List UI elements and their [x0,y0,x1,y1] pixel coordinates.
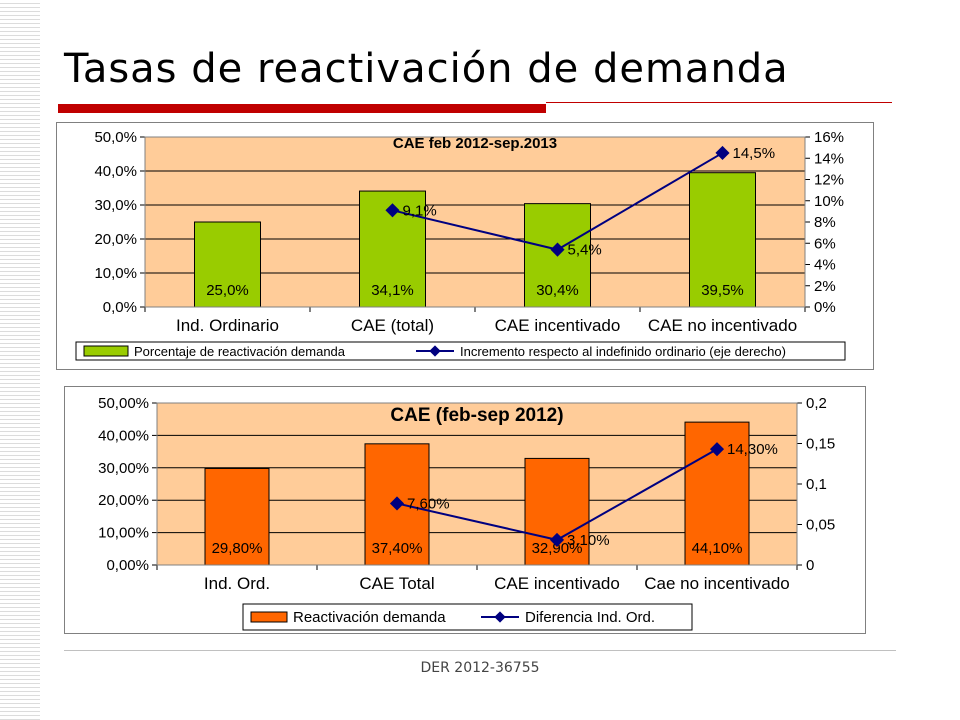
legend-line-marker [494,611,506,623]
legend-box [242,603,693,631]
chart-1-svg: 0,0% 10,0% 20,0% 30,0% 40,0% 50,0% 0% 2% 4% 6% 8% 1… [75,129,846,361]
y2-axis-tick-label: 14% [814,150,844,167]
y2-axis-tick-label: 0,2 [806,395,827,412]
y-axis-tick-label: 0,0% [103,299,137,316]
chart-2-svg: 0,00% 10,00% 20,00% 30,00% 40,00% 50,00% 0 0,05… [98,395,835,631]
bar-data-label: 44,10% [692,540,743,557]
line-data-label: 9,1% [403,202,437,219]
line-marker [385,203,400,218]
bar [689,172,756,308]
line-marker [709,442,725,457]
line-marker [715,145,730,161]
y-axis-tick-label: 20,0% [94,231,137,248]
y-axis-tick-label: 10,00% [98,525,149,542]
y2-axis-tick-label: 0 [806,557,814,574]
line-data-label: 14,5% [733,145,776,162]
legend-line-marker [429,345,441,357]
bar [524,457,590,566]
y2-axis-tick-label: 2% [814,278,836,295]
slide-title: Tasas de reactivación de demanda [64,46,789,92]
line-data-label: 3,10% [567,532,610,549]
bar-data-label: 39,5% [701,282,744,299]
y2-axis-tick-label: 10% [814,193,844,210]
chart-title: CAE feb 2012-sep.2013 [393,135,557,152]
line-marker [550,242,565,257]
bar-data-label: 29,80% [212,540,263,557]
title-accent-bar [58,104,546,113]
bar-data-label: 34,1% [371,282,414,299]
y-axis-tick-label: 0,00% [106,557,149,574]
x-axis-category-label: Ind. Ordinario [176,316,279,335]
chart-title: CAE (feb-sep 2012) [390,405,563,426]
x-axis-category-label: Ind. Ord. [204,574,270,593]
y2-axis-tick-label: 4% [814,257,836,274]
line-data-label: 5,4% [568,242,602,259]
y2-axis-tick-label: 12% [814,172,844,189]
y-axis-tick-label: 30,0% [94,197,137,214]
bar-data-label: 25,0% [206,282,249,299]
x-axis-category-label: CAE (total) [351,316,434,335]
y2-axis-tick-label: 0% [814,299,836,316]
legend-box [75,341,846,361]
x-axis-category-label: CAE incentivado [495,316,621,335]
footer-divider [64,650,896,651]
y2-axis-tick-label: 6% [814,235,836,252]
y2-axis-tick-label: 8% [814,214,836,231]
legend-bar-label: Porcentaje de reactivación demanda [134,344,346,359]
x-axis-category-label: CAE no incentivado [648,316,797,335]
y-axis-tick-label: 20,00% [98,492,149,509]
bar-data-label: 32,90% [532,540,583,557]
bar [204,467,270,566]
line-marker [549,532,565,547]
chart-reactivation-2012: 0,00% 10,00% 20,00% 30,00% 40,00% 50,00% 0 0,05… [64,386,866,634]
plot-border [144,136,806,308]
bar [194,221,261,308]
footer-reference: DER 2012-36755 [420,660,540,676]
y2-axis-tick-label: 0,15 [806,436,835,453]
legend-line-label: Diferencia Ind. Ord. [525,609,655,626]
line-marker [389,496,405,511]
legend-line-label: Incremento respecto al indefinido ordina… [460,344,786,359]
y2-axis-tick-label: 0,1 [806,476,827,493]
bar-data-label: 37,40% [372,540,423,557]
line-data-label: 7,60% [407,495,450,512]
bar-data-label: 30,4% [536,282,579,299]
plot-border [156,402,798,566]
x-axis-category-label: CAE incentivado [494,574,620,593]
chart-reactivation-2012-2013: 0,0% 10,0% 20,0% 30,0% 40,0% 50,0% 0% 2% 4% 6% 8% 1… [56,122,874,370]
line-data-label: 14,30% [727,441,778,458]
x-axis-category-label: Cae no incentivado [644,574,790,593]
x-axis-category-label: CAE Total [359,574,434,593]
y-axis-tick-label: 50,0% [94,129,137,146]
title-accent-line [546,102,892,103]
y2-axis-tick-label: 0,05 [806,517,835,534]
y-axis-tick-label: 40,00% [98,427,149,444]
y2-axis-tick-label: 16% [814,129,844,146]
y-axis-tick-label: 10,0% [94,265,137,282]
y-axis-tick-label: 50,00% [98,395,149,412]
y-axis-tick-label: 30,00% [98,460,149,477]
y-axis-tick-label: 40,0% [94,163,137,180]
legend-bar-swatch [83,345,129,357]
legend-bar-label: Reactivación demanda [293,609,446,626]
legend-bar-swatch [250,611,288,623]
